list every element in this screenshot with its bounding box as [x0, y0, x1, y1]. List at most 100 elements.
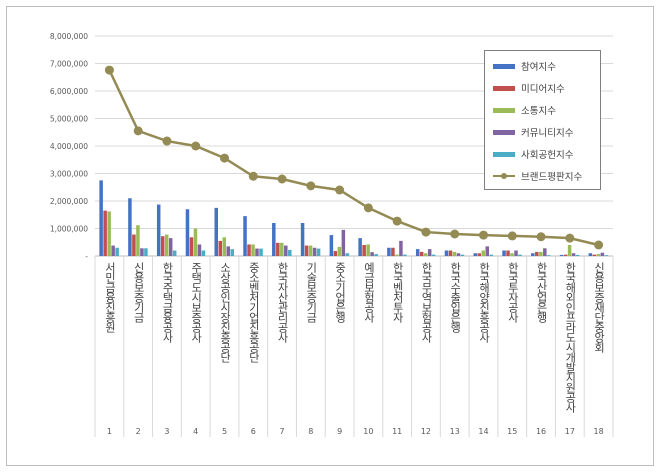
- legend-label: 커뮤니티지수: [521, 128, 574, 139]
- category-label: 중소기업은행: [333, 262, 347, 322]
- bar-4: [571, 253, 576, 256]
- legend-item: 사회공헌지수: [493, 147, 573, 161]
- bar-1: [243, 216, 247, 256]
- bar-5: [547, 255, 551, 256]
- line-point: [507, 231, 517, 241]
- bar-2: [592, 254, 597, 256]
- bar-5: [431, 254, 436, 256]
- bar-2: [448, 250, 453, 256]
- bar-3: [107, 211, 111, 256]
- bar-4: [427, 249, 432, 256]
- bar-5: [144, 248, 148, 256]
- category-label: 한국수출입은행: [448, 262, 462, 332]
- legend-swatch: [493, 85, 515, 91]
- bar-5: [345, 253, 350, 256]
- legend-label: 소통지수: [521, 106, 556, 117]
- legend-swatch: [493, 63, 515, 69]
- bar-3: [452, 251, 457, 256]
- bar-4: [456, 253, 461, 256]
- bar-4: [600, 252, 605, 256]
- category-label: 예금보험공사: [362, 262, 376, 322]
- bar-2: [477, 253, 481, 256]
- y-tick-label: -: [85, 252, 88, 261]
- rank-label: 1: [107, 427, 112, 436]
- bar-1: [559, 254, 564, 256]
- y-tick-label: 8,000,000: [50, 32, 88, 41]
- legend-swatch: [493, 151, 515, 157]
- legend-swatch: [493, 173, 515, 179]
- bar-4: [341, 229, 346, 256]
- line-point: [479, 230, 488, 240]
- bar-4: [168, 238, 173, 256]
- rank-label: 6: [251, 427, 256, 436]
- bar-1: [531, 253, 535, 256]
- bar-4: [284, 245, 288, 256]
- rank-label: 10: [363, 427, 373, 436]
- bar-1: [300, 223, 305, 256]
- bar-4: [370, 252, 374, 256]
- bar-4: [255, 248, 259, 256]
- bar-1: [272, 223, 276, 256]
- y-tick-label: 6,000,000: [50, 87, 88, 96]
- bar-2: [304, 245, 309, 256]
- bar-5: [115, 247, 119, 256]
- rank-label: 15: [507, 427, 517, 436]
- bar-1: [415, 249, 420, 256]
- bar-5: [575, 254, 580, 256]
- bar-5: [172, 250, 177, 256]
- bar-5: [604, 255, 609, 256]
- line-point: [191, 141, 201, 151]
- bar-3: [395, 254, 399, 256]
- rank-label: 18: [594, 427, 604, 436]
- legend-swatch: [493, 107, 515, 113]
- bar-5: [288, 249, 292, 256]
- legend-item: 미디어지수: [493, 81, 565, 95]
- line-point: [277, 174, 287, 184]
- bar-4: [312, 247, 317, 256]
- bar-1: [128, 198, 132, 256]
- bar-1: [473, 253, 477, 256]
- y-tick-label: 7,000,000: [50, 60, 88, 69]
- category-label: 서민금융진흥원: [103, 262, 117, 332]
- bar-5: [460, 254, 465, 256]
- rank-label: 4: [193, 427, 198, 436]
- bar-3: [164, 234, 169, 256]
- bar-2: [419, 251, 424, 256]
- bar-1: [185, 209, 190, 256]
- category-label: 한국주택금융공사: [160, 262, 174, 342]
- bar-5: [259, 248, 263, 256]
- bar-2: [160, 236, 165, 256]
- bar-3: [308, 245, 313, 256]
- bar-3: [481, 250, 485, 256]
- bar-5: [316, 248, 321, 256]
- bar-1: [502, 250, 506, 256]
- bar-2: [563, 254, 568, 256]
- rank-label: 7: [280, 427, 285, 436]
- bar-5: [230, 249, 234, 256]
- bar-2: [103, 210, 107, 256]
- legend-item: 브랜드평판지수: [493, 169, 582, 183]
- line-series: [108, 69, 599, 247]
- bar-5: [489, 254, 493, 256]
- line-point: [133, 126, 143, 136]
- bar-1: [156, 204, 161, 256]
- bar-3: [193, 228, 198, 256]
- bar-2: [132, 234, 136, 256]
- y-tick-label: 3,000,000: [50, 170, 88, 179]
- legend-label: 사회공헌지수: [521, 150, 574, 161]
- category-label: 한국무역보험공사: [419, 262, 433, 342]
- line-point: [392, 216, 402, 226]
- bar-4: [226, 246, 230, 256]
- category-label: 한국벤처투자: [391, 262, 405, 322]
- category-label: 한국투자공사: [506, 262, 520, 322]
- category-label: 소상공인시장진흥공단: [218, 262, 232, 362]
- rank-label: 13: [450, 427, 460, 436]
- rank-label: 12: [421, 427, 431, 436]
- category-label: 한국산업은행: [535, 262, 549, 322]
- line-point: [594, 240, 604, 250]
- category-label: 주택도시보증공사: [189, 262, 203, 342]
- legend-label: 브랜드평판지수: [521, 172, 583, 183]
- line-point: [363, 203, 373, 213]
- bar-2: [333, 251, 338, 256]
